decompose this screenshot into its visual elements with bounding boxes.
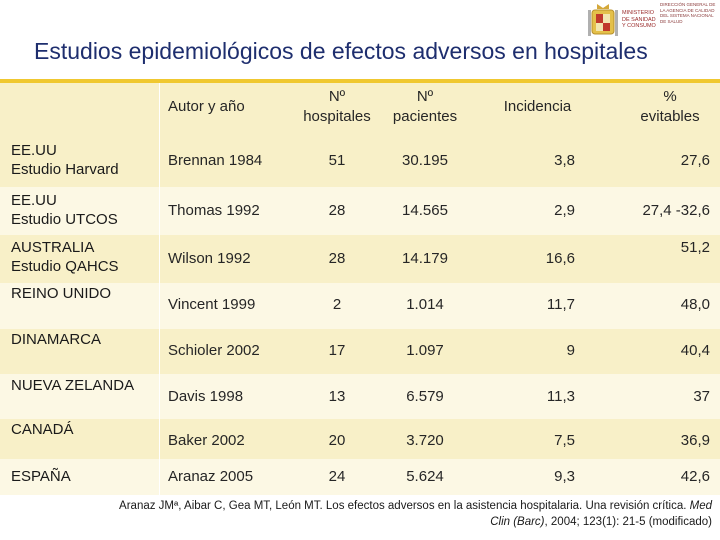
avoidable-value: 40,4 [680, 342, 710, 359]
patients-count: 1.097 [406, 342, 444, 359]
incidence-value: 7,5 [554, 432, 575, 449]
table-row: AUSTRALIA Estudio QAHCS Wilson 1992 28 1… [0, 235, 720, 283]
avoidable-value: 51,2 [680, 239, 710, 256]
table-row: ESPAÑA Aranaz 2005 24 5.624 9,3 42,6 [0, 459, 720, 495]
patients-count: 1.014 [406, 296, 444, 313]
incidence-value: 3,8 [554, 152, 575, 169]
patients-count: 3.720 [406, 432, 444, 449]
hospitals-count: 51 [328, 152, 346, 169]
table-header-row: Autor y año Nº hospitales Nº pacientes I… [0, 83, 720, 135]
author-year: Baker 2002 [168, 432, 245, 449]
author-year: Vincent 1999 [168, 296, 256, 313]
studies-table: Autor y año Nº hospitales Nº pacientes I… [0, 83, 720, 495]
incidence-value: 11,7 [546, 296, 575, 313]
citation-text: Aranaz JMª, Aibar C, Gea MT, León MT. Lo… [119, 500, 687, 512]
country: ESPAÑA [11, 468, 71, 485]
hospitals-count: 28 [328, 250, 346, 267]
incidence-value: 2,9 [554, 202, 575, 219]
incidence-value: 9 [566, 342, 575, 359]
hospitals-count: 17 [328, 342, 346, 359]
title-underline [0, 79, 720, 83]
patients-count: 30.195 [402, 152, 448, 169]
header-author: Autor y año [168, 98, 245, 115]
country: CANADÁ [11, 421, 74, 438]
hospitals-count: 13 [328, 388, 346, 405]
hospitals-count: 2 [332, 296, 342, 313]
avoidable-value: 48,0 [680, 296, 710, 313]
header-hospitals-2: hospitales [303, 108, 371, 125]
country: NUEVA ZELANDA [11, 377, 135, 394]
header-hospitals-1: Nº [328, 88, 346, 105]
ministry-name: MINISTERIO DE SANIDAD Y CONSUMO [622, 10, 656, 29]
study-name: Estudio QAHCS [11, 258, 119, 275]
hospitals-count: 20 [328, 432, 346, 449]
author-year: Wilson 1992 [168, 250, 251, 267]
header-incidence: Incidencia [503, 98, 572, 115]
table-row: REINO UNIDO Vincent 1999 2 1.014 11,7 48… [0, 283, 720, 329]
citation-reference: , 2004; 123(1): 21-5 (modificado) [544, 516, 712, 528]
ministry-logo: MINISTERIO DE SANIDAD Y CONSUMO DIRECCIÓ… [582, 0, 720, 44]
country: EE.UU [11, 142, 57, 159]
incidence-value: 11,3 [546, 388, 575, 405]
patients-count: 5.624 [406, 468, 444, 485]
avoidable-value: 42,6 [680, 468, 710, 485]
country: REINO UNIDO [11, 285, 112, 302]
header-avoidable-1: % [663, 88, 677, 105]
citation-journal-1: Med [689, 500, 712, 512]
author-year: Thomas 1992 [168, 202, 260, 219]
country: AUSTRALIA [11, 239, 95, 256]
study-name: Estudio Harvard [11, 161, 119, 178]
avoidable-value: 36,9 [680, 432, 710, 449]
patients-count: 14.179 [402, 250, 448, 267]
patients-count: 14.565 [402, 202, 448, 219]
author-year: Brennan 1984 [168, 152, 263, 169]
table-row: DINAMARCA Schioler 2002 17 1.097 9 40,4 [0, 329, 720, 374]
table-row: NUEVA ZELANDA Davis 1998 13 6.579 11,3 3… [0, 374, 720, 419]
agency-name: DIRECCIÓN GENERAL DE LA AGENCIA DE CALID… [660, 2, 716, 24]
header-avoidable-2: evitables [640, 108, 700, 125]
author-year: Aranaz 2005 [168, 468, 254, 485]
avoidable-value: 27,6 [680, 152, 710, 169]
patients-count: 6.579 [406, 388, 444, 405]
table-row: EE.UU Estudio UTCOS Thomas 1992 28 14.56… [0, 187, 720, 235]
avoidable-value: 27,4 -32,6 [642, 202, 710, 219]
citation: Aranaz JMª, Aibar C, Gea MT, León MT. Lo… [60, 498, 712, 530]
country: DINAMARCA [11, 331, 102, 348]
country: EE.UU [11, 192, 57, 209]
column-divider [159, 83, 160, 495]
header-patients-1: Nº [416, 88, 434, 105]
header-patients-2: pacientes [392, 108, 458, 125]
hospitals-count: 24 [328, 468, 346, 485]
citation-journal-2: Clin (Barc) [490, 516, 545, 528]
page-title: Estudios epidemiológicos de efectos adve… [34, 38, 648, 64]
incidence-value: 9,3 [554, 468, 575, 485]
author-year: Schioler 2002 [168, 342, 260, 359]
table-row: CANADÁ Baker 2002 20 3.720 7,5 36,9 [0, 419, 720, 459]
incidence-value: 16,6 [545, 250, 575, 267]
author-year: Davis 1998 [168, 388, 244, 405]
avoidable-value: 37 [693, 388, 710, 405]
coat-of-arms-icon [588, 4, 618, 36]
study-name: Estudio UTCOS [11, 211, 118, 228]
hospitals-count: 28 [328, 202, 346, 219]
table-row: EE.UU Estudio Harvard Brennan 1984 51 30… [0, 135, 720, 187]
